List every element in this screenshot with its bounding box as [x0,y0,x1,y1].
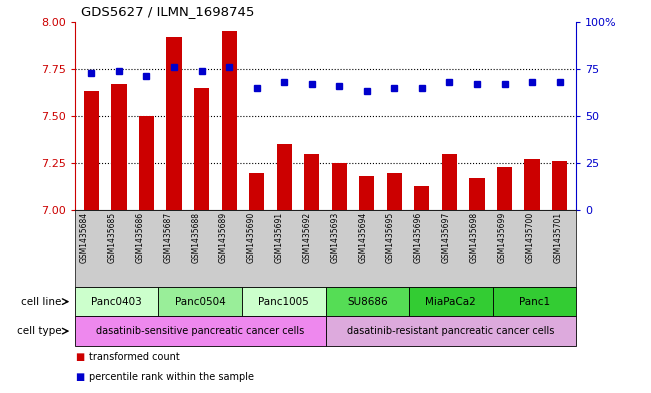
Bar [552,161,567,210]
Bar [139,116,154,210]
Text: Panc0504: Panc0504 [175,297,225,307]
Text: GSM1435690: GSM1435690 [247,212,256,263]
Bar [277,144,292,210]
Text: GSM1435689: GSM1435689 [219,212,228,263]
Text: GSM1435696: GSM1435696 [414,212,423,263]
Text: Panc0403: Panc0403 [91,297,142,307]
Text: GSM1435697: GSM1435697 [442,212,450,263]
Text: percentile rank within the sample: percentile rank within the sample [89,372,254,382]
Text: GDS5627 / ILMN_1698745: GDS5627 / ILMN_1698745 [81,5,255,18]
Bar [194,88,209,210]
Text: GSM1435693: GSM1435693 [331,212,339,263]
Bar [332,163,347,210]
Text: GSM1435686: GSM1435686 [135,212,145,263]
Text: cell type: cell type [17,326,62,336]
Bar [84,92,99,210]
Bar [469,178,484,210]
Text: SU8686: SU8686 [347,297,387,307]
Text: MiaPaCa2: MiaPaCa2 [426,297,476,307]
Bar [304,154,319,210]
Bar [249,173,264,210]
Text: GSM1435700: GSM1435700 [525,212,534,263]
Bar [111,84,126,210]
Text: GSM1435695: GSM1435695 [386,212,395,263]
Text: Panc1: Panc1 [519,297,550,307]
Bar [359,176,374,210]
Bar [387,173,402,210]
Bar [442,154,457,210]
Text: GSM1435684: GSM1435684 [80,212,89,263]
Text: GSM1435685: GSM1435685 [107,212,117,263]
Bar [414,186,430,210]
Text: GSM1435698: GSM1435698 [469,212,478,263]
Text: GSM1435692: GSM1435692 [303,212,312,263]
Text: GSM1435699: GSM1435699 [497,212,506,263]
Bar [525,159,540,210]
Text: Panc1005: Panc1005 [258,297,309,307]
Text: ■: ■ [75,352,84,362]
Text: cell line: cell line [21,297,62,307]
Bar [167,37,182,210]
Text: GSM1435687: GSM1435687 [163,212,173,263]
Text: GSM1435688: GSM1435688 [191,212,201,263]
Text: ■: ■ [75,372,84,382]
Text: GSM1435701: GSM1435701 [553,212,562,263]
Text: dasatinib-resistant pancreatic cancer cells: dasatinib-resistant pancreatic cancer ce… [347,326,555,336]
Text: GSM1435694: GSM1435694 [358,212,367,263]
Text: transformed count: transformed count [89,352,180,362]
Bar [221,31,237,210]
Text: GSM1435691: GSM1435691 [275,212,284,263]
Text: dasatinib-sensitive pancreatic cancer cells: dasatinib-sensitive pancreatic cancer ce… [96,326,304,336]
Bar [497,167,512,210]
